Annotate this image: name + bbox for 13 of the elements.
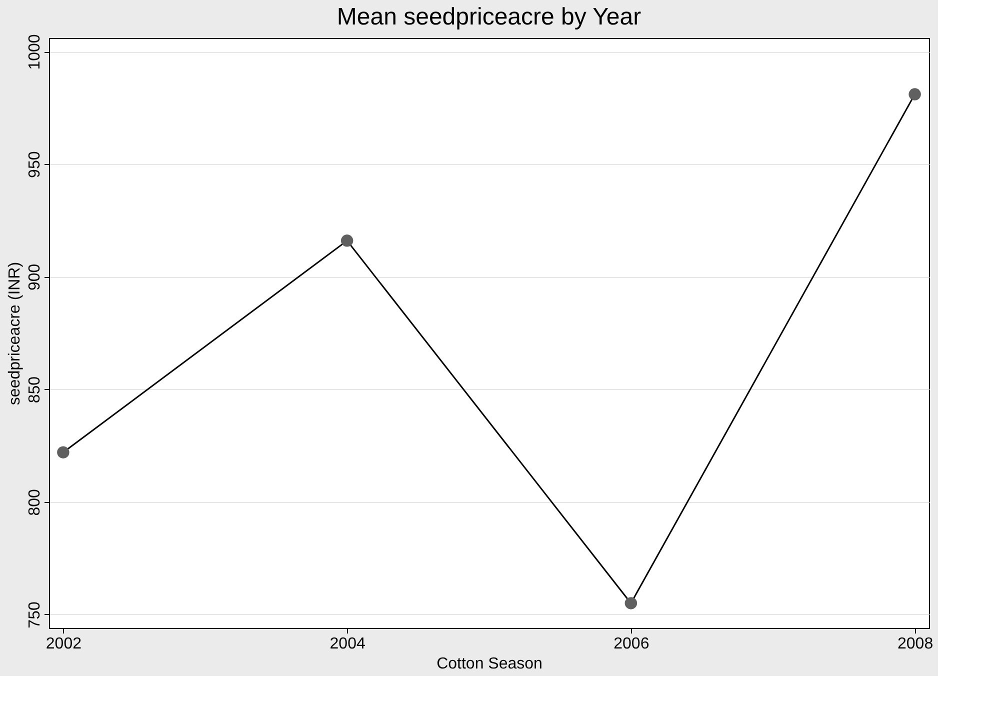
y-axis-title: seedpriceacre (INR) (6, 262, 24, 406)
y-tick-label: 800 (26, 488, 44, 516)
chart-title: Mean seedpriceacre by Year (336, 4, 642, 31)
x-tick-label: 2006 (614, 636, 650, 652)
y-tick-label: 900 (26, 264, 44, 291)
y-tick-label: 950 (26, 151, 44, 178)
y-tick-label: 1000 (26, 34, 44, 70)
y-tick-label: 850 (26, 376, 44, 404)
x-axis-title: Cotton Season (436, 656, 542, 672)
x-tick-label: 2002 (46, 636, 82, 652)
y-tick-label: 750 (26, 602, 44, 628)
x-tick-label: 2008 (898, 636, 934, 652)
x-tick-label: 2004 (330, 636, 366, 652)
